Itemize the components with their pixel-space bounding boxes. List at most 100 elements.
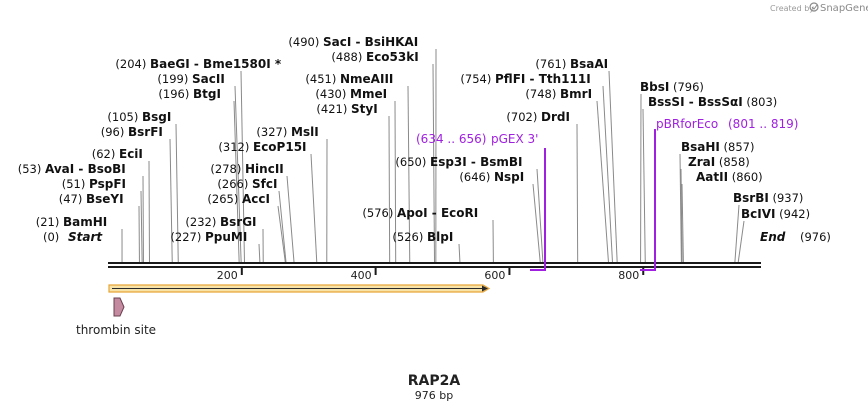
site-name: EciI bbox=[119, 147, 143, 161]
site-position: (265) bbox=[207, 192, 242, 206]
site-name: BsaHI bbox=[681, 140, 720, 154]
site-label-sacii[interactable]: (199) SacII bbox=[157, 72, 224, 86]
thrombin-site-feature[interactable] bbox=[113, 297, 125, 317]
site-dash: - bbox=[685, 95, 698, 109]
site-label-bcivi[interactable]: BcIVI (942) bbox=[741, 207, 810, 221]
site-leader-zrai bbox=[680, 168, 683, 263]
site-name: ZraI bbox=[688, 155, 715, 169]
site-position: (796) bbox=[669, 80, 704, 94]
primer-pgex3-arrow[interactable] bbox=[530, 148, 546, 271]
site-label-bamhi[interactable]: (21) BamHI bbox=[36, 215, 108, 229]
site-leader-bmri bbox=[596, 100, 609, 263]
site-name: NspI bbox=[494, 170, 524, 184]
site-label-apoi[interactable]: (576) ApoI - EcoRI bbox=[362, 206, 478, 220]
site-label-styi[interactable]: (421) StyI bbox=[316, 102, 377, 116]
site-label-avai[interactable]: (53) AvaI - BsoBI bbox=[18, 162, 126, 176]
site-label-bsrbi[interactable]: BsrBI (937) bbox=[733, 191, 803, 205]
site-label-bsgi[interactable]: (105) BsgI bbox=[107, 110, 171, 124]
site-leader-esp3i bbox=[536, 168, 544, 263]
end-position: (976) bbox=[800, 230, 831, 244]
site-label-zrai[interactable]: ZraI (858) bbox=[688, 155, 750, 169]
site-name: BamHI bbox=[63, 215, 107, 229]
site-name: DrdI bbox=[541, 110, 570, 124]
site-name2: BssSαI bbox=[698, 95, 743, 109]
site-leader-aatii bbox=[681, 183, 684, 263]
site-position: (748) bbox=[525, 87, 560, 101]
site-label-bsrgi[interactable]: (232) BsrGI bbox=[185, 215, 256, 229]
site-label-baegi[interactable]: (204) BaeGI - Bme1580I * bbox=[115, 57, 281, 71]
site-leader-drdi bbox=[576, 123, 579, 263]
site-dash: - bbox=[525, 72, 538, 86]
site-label-drdi[interactable]: (702) DrdI bbox=[506, 110, 570, 124]
site-position: (451) bbox=[305, 72, 340, 86]
site-label-nmeaiii[interactable]: (451) NmeAIII bbox=[305, 72, 393, 86]
site-label-bseyi[interactable]: (47) BseYI bbox=[59, 192, 124, 206]
site-label-esp3i[interactable]: (650) Esp3I - BsmBI bbox=[395, 155, 522, 169]
site-name: NmeAIII bbox=[340, 72, 393, 86]
site-leader-acci bbox=[277, 205, 286, 263]
site-label-aatii[interactable]: AatII (860) bbox=[696, 170, 763, 184]
site-lines bbox=[121, 48, 745, 263]
site-label-hincii[interactable]: (278) HincII bbox=[210, 162, 283, 176]
site-label-btgi[interactable]: (196) BtgI bbox=[158, 87, 221, 101]
site-leader-bsahi bbox=[679, 153, 682, 263]
site-label-bsahi[interactable]: BsaHI (857) bbox=[681, 140, 755, 154]
site-name: StyI bbox=[351, 102, 378, 116]
site-dash: - bbox=[190, 57, 203, 71]
site-label-pflfi[interactable]: (754) PflFI - Tth111I bbox=[460, 72, 590, 86]
site-label-eco53ki[interactable]: (488) Eco53kI bbox=[331, 50, 418, 64]
site-label-msli[interactable]: (327) MslI bbox=[256, 125, 318, 139]
site-leader-sacii bbox=[234, 85, 242, 263]
site-position: (199) bbox=[157, 72, 192, 86]
site-position: (53) bbox=[18, 162, 45, 176]
site-leader-btgi bbox=[233, 100, 240, 263]
site-name2: Tth111I bbox=[539, 72, 591, 86]
site-label-bsaai[interactable]: (761) BsaAI bbox=[535, 57, 608, 71]
site-position: (576) bbox=[362, 206, 397, 220]
site-label-bmri[interactable]: (748) BmrI bbox=[525, 87, 592, 101]
site-label-mmei[interactable]: (430) MmeI bbox=[315, 87, 387, 101]
site-position: (526) bbox=[392, 230, 427, 244]
site-labels: (204) BaeGI - Bme1580I *(199) SacII(196)… bbox=[18, 35, 810, 244]
site-name: PpuMI bbox=[205, 230, 247, 244]
site-label-nspi[interactable]: (646) NspI bbox=[459, 170, 524, 184]
site-position: (232) bbox=[185, 215, 220, 229]
site-label-bsssi[interactable]: BssSI - BssSαI (803) bbox=[648, 95, 777, 109]
site-name: AccI bbox=[242, 192, 270, 206]
dna-backbone bbox=[108, 262, 761, 268]
ruler-label-400: 400 bbox=[351, 269, 372, 282]
site-label-ecop15i[interactable]: (312) EcoP15I bbox=[218, 140, 306, 154]
site-leader-sfci bbox=[278, 190, 287, 263]
site-name: BsaAI bbox=[570, 57, 608, 71]
site-position: (312) bbox=[218, 140, 253, 154]
site-leader-bsgi bbox=[175, 123, 179, 263]
primer-pgex3-name: pGEX 3' bbox=[491, 132, 538, 146]
site-label-saci[interactable]: (490) SacI - BsiHKAI bbox=[288, 35, 418, 49]
site-label-blpi[interactable]: (526) BlpI bbox=[392, 230, 453, 244]
orf-arrow[interactable] bbox=[108, 284, 491, 293]
site-name: BsrFI bbox=[128, 125, 163, 139]
site-label-ecii[interactable]: (62) EciI bbox=[92, 147, 143, 161]
site-leader-styi bbox=[388, 115, 391, 263]
thrombin-site-label: thrombin site bbox=[76, 323, 156, 337]
site-label-pspfi[interactable]: (51) PspFI bbox=[62, 177, 126, 191]
site-label-sfci[interactable]: (266) SfcI bbox=[217, 177, 277, 191]
site-label-ppumi[interactable]: (227) PpuMI bbox=[170, 230, 247, 244]
map-title: RAP2A bbox=[408, 373, 461, 389]
site-label-bbsi[interactable]: BbsI (796) bbox=[640, 80, 704, 94]
site-label-bsrfi[interactable]: (96) BsrFI bbox=[101, 125, 163, 139]
site-name: HincII bbox=[245, 162, 284, 176]
primer-pbrforeco-arrow[interactable] bbox=[640, 129, 656, 271]
site-position: (327) bbox=[256, 125, 291, 139]
site-name: AvaI bbox=[45, 162, 74, 176]
site-label-acci[interactable]: (265) AccI bbox=[207, 192, 270, 206]
snapgene-logo-icon bbox=[809, 2, 819, 12]
start-label: Start bbox=[68, 230, 103, 244]
site-position: (266) bbox=[217, 177, 252, 191]
site-position: (803) bbox=[743, 95, 778, 109]
site-position: (278) bbox=[210, 162, 245, 176]
site-leader-hincii bbox=[286, 175, 295, 263]
site-name: MmeI bbox=[350, 87, 387, 101]
primer-pbrforeco-name: pBRforEco bbox=[656, 117, 718, 131]
site-leader-bsssi bbox=[642, 108, 646, 263]
